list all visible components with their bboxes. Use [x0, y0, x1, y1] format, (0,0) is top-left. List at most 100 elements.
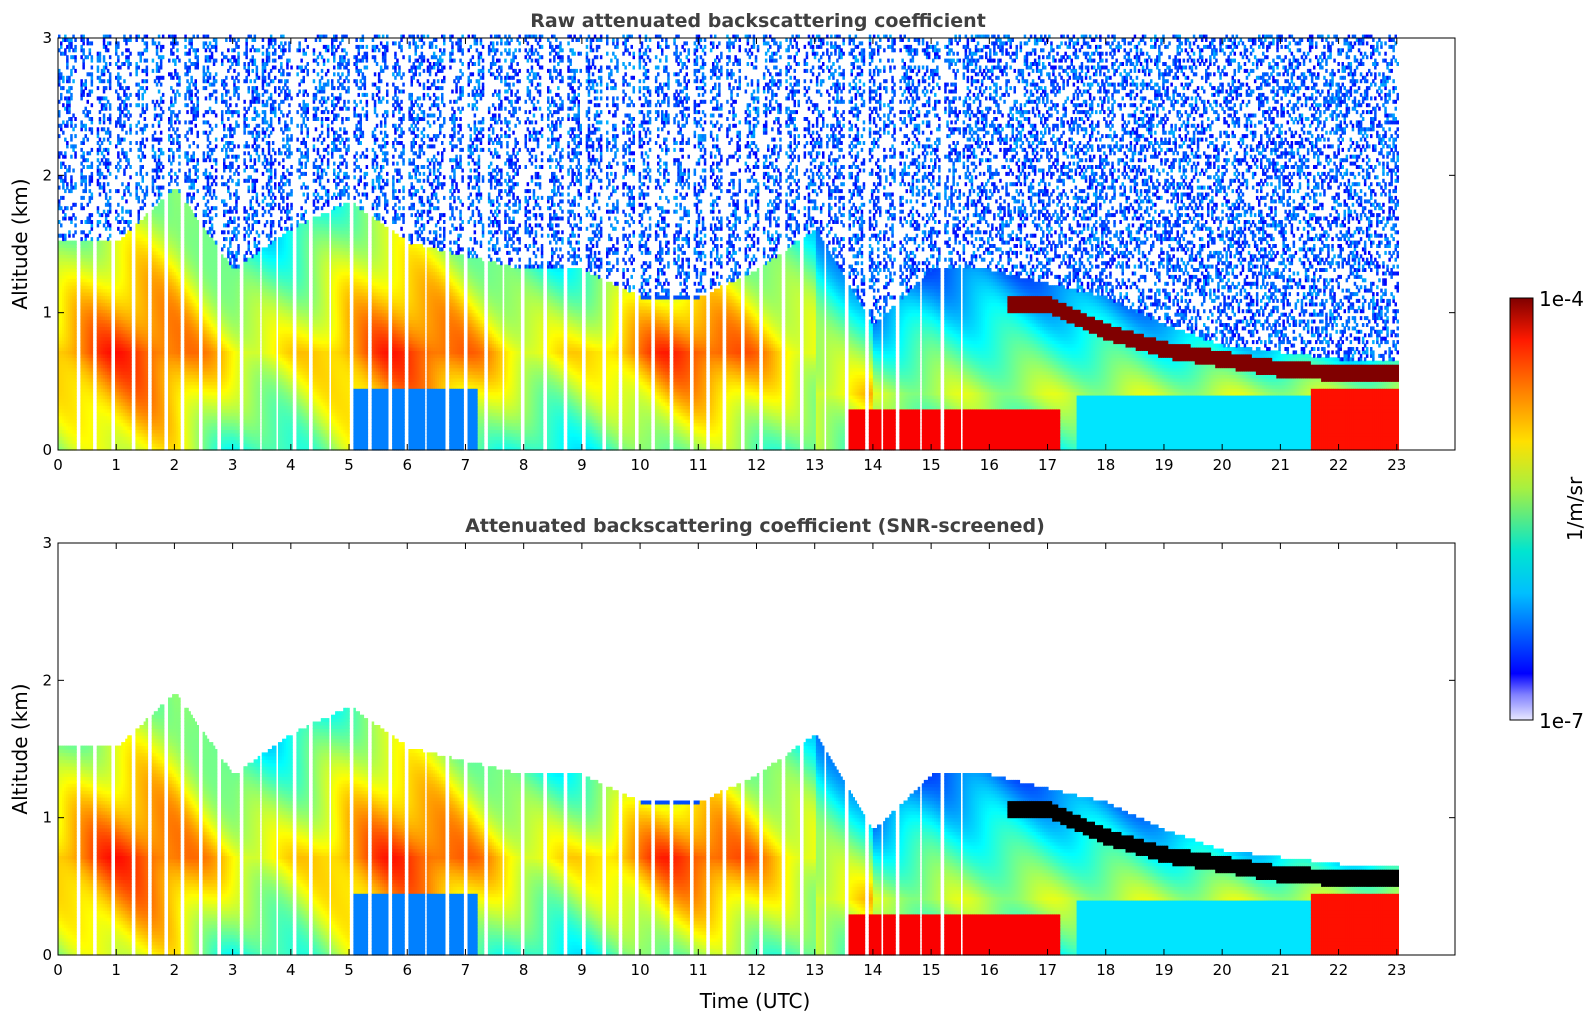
heat-cell — [129, 313, 132, 317]
heat-cell — [129, 227, 132, 231]
heat-cell — [117, 169, 120, 173]
heat-cell — [125, 151, 128, 155]
heat-cell — [109, 261, 112, 265]
heat-cell — [62, 103, 65, 107]
heat-cell — [74, 144, 77, 148]
heat-cell — [152, 124, 155, 128]
heat-cell — [109, 41, 112, 45]
heat-cell — [129, 103, 132, 107]
heat-cell — [121, 206, 124, 210]
heat-cell — [109, 354, 112, 358]
heat-cell — [99, 55, 102, 59]
heat-cell — [107, 199, 110, 203]
heat-cell — [91, 261, 94, 265]
heat-cell — [109, 292, 112, 296]
heat-cell — [144, 127, 147, 131]
heat-cell — [109, 361, 112, 365]
heat-cell — [109, 189, 112, 193]
heat-cell — [129, 302, 132, 306]
heat-cell — [74, 241, 77, 245]
heat-cell — [109, 76, 112, 80]
heat-cell — [74, 436, 77, 440]
heat-cell — [144, 144, 147, 148]
heat-cell — [109, 375, 112, 379]
heat-cell — [74, 354, 77, 358]
heat-cell — [146, 323, 149, 327]
heat-cell — [91, 292, 94, 296]
heat-cell — [70, 175, 73, 179]
heat-cell — [107, 151, 110, 155]
heat-cell — [103, 114, 106, 118]
heat-cell — [74, 375, 77, 379]
heat-cell — [146, 138, 149, 142]
heat-cell — [146, 333, 149, 337]
heat-cell — [142, 165, 145, 169]
heat-cell — [109, 285, 112, 289]
heat-cell — [129, 272, 132, 276]
heat-cell — [129, 141, 132, 145]
heat-cell — [129, 241, 132, 245]
heat-cell — [105, 175, 108, 179]
heat-cell — [146, 220, 149, 224]
heat-cell — [127, 117, 130, 121]
heat-cell — [74, 302, 77, 306]
heat-cell — [146, 364, 149, 368]
heat-cell — [109, 234, 112, 238]
heat-cell — [91, 333, 94, 337]
heat-cell — [99, 162, 102, 166]
heat-cell — [129, 114, 132, 118]
heat-cell — [140, 186, 143, 190]
heat-cell — [109, 405, 112, 409]
heat-cell — [103, 79, 106, 83]
heat-cell — [129, 148, 132, 152]
heat-cell — [146, 436, 149, 440]
heat-cell — [60, 206, 63, 210]
heat-cell — [62, 196, 65, 200]
heat-cell — [152, 175, 155, 179]
heat-cell — [146, 292, 149, 296]
heat-cell — [85, 134, 88, 138]
heat-cell — [87, 158, 90, 162]
heat-cell — [91, 179, 94, 183]
heat-cell — [146, 251, 149, 255]
heat-cell — [62, 131, 65, 135]
heat-cell — [91, 323, 94, 327]
heat-cell — [121, 127, 124, 131]
heat-cell — [80, 220, 83, 224]
heat-cell — [82, 66, 85, 70]
heat-cell — [146, 45, 149, 49]
heat-cell — [152, 69, 155, 73]
heat-cell — [82, 206, 85, 210]
heat-cell — [117, 55, 120, 59]
heat-cell — [97, 158, 100, 162]
heat-cell — [74, 124, 77, 128]
heat-cell — [119, 76, 122, 80]
heat-cell — [142, 175, 145, 179]
heat-cell — [140, 55, 143, 59]
heat-cell — [91, 76, 94, 80]
heat-cell — [91, 364, 94, 368]
heat-cell — [146, 103, 149, 107]
heat-cell — [97, 151, 100, 155]
heat-cell — [125, 199, 128, 203]
heat-cell — [62, 186, 65, 190]
heat-cell — [68, 230, 71, 234]
heat-cell — [129, 364, 132, 368]
heat-cell — [152, 134, 155, 138]
heat-cell — [109, 251, 112, 255]
heat-cell — [129, 230, 132, 234]
heat-cell — [103, 117, 106, 121]
heat-cell — [109, 272, 112, 276]
heat-cell — [91, 148, 94, 152]
heat-cell — [97, 86, 100, 90]
chart-title: Raw attenuated backscattering coefficien… — [530, 10, 986, 32]
heat-cell — [135, 189, 138, 193]
heat-cell — [91, 375, 94, 379]
heat-cell — [91, 344, 94, 348]
heat-cell — [101, 213, 104, 217]
heat-cell — [99, 117, 102, 121]
heat-cell — [146, 426, 149, 430]
heat-cell — [74, 405, 77, 409]
heat-cell — [129, 72, 132, 76]
heat-cell — [74, 337, 77, 341]
